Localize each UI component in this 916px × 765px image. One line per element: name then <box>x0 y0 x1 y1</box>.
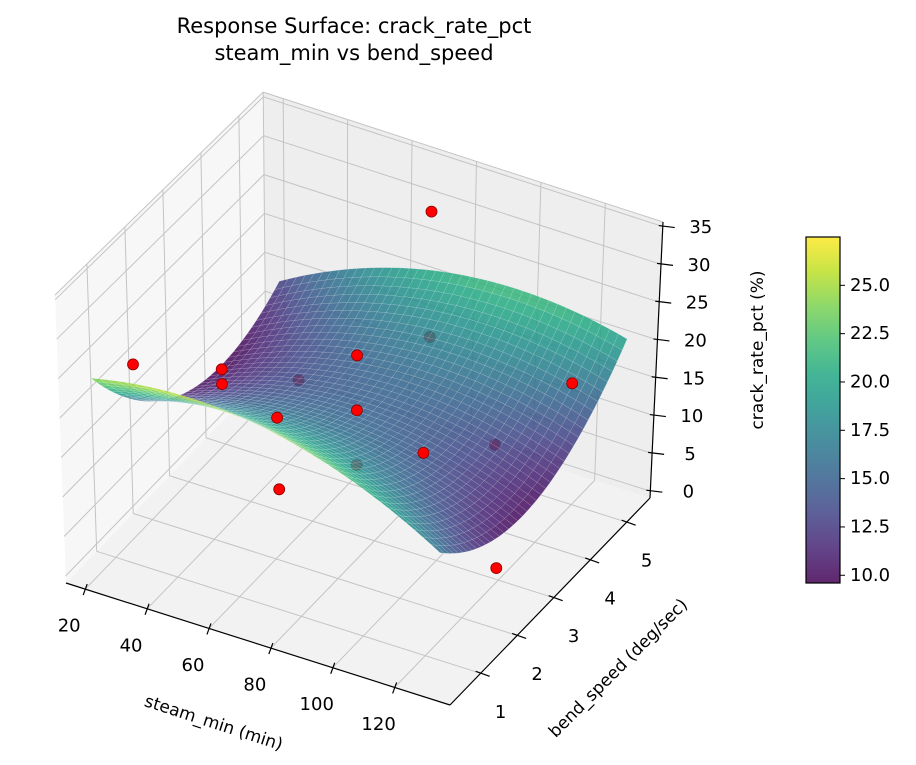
surface-patch <box>536 475 551 489</box>
surface-patch <box>541 469 556 483</box>
x-tick <box>82 583 88 596</box>
data-point <box>350 404 363 417</box>
z-tick-label: 35 <box>689 217 712 238</box>
surface-patch <box>598 366 613 383</box>
surface-patch <box>584 395 599 412</box>
z-tick <box>656 262 674 266</box>
z-tick-label: 0 <box>683 482 694 503</box>
surface-patch <box>579 405 594 421</box>
x-tick <box>206 623 212 635</box>
colorbar-tick-label: 22.5 <box>850 323 890 344</box>
y-axis-label: bend_speed (deg/sec) <box>545 595 692 742</box>
axis-lines <box>65 221 675 706</box>
colorbar: 10.0 12.5 15.0 17.5 20.0 22.5 25.0 <box>805 236 890 586</box>
x-axis-line <box>65 582 451 706</box>
y-gridline <box>162 189 554 599</box>
colorbar-tick-label: 12.5 <box>850 516 890 537</box>
surface-patch <box>593 376 608 393</box>
data-point <box>351 349 364 362</box>
data-point <box>271 411 284 424</box>
surface-patch <box>467 539 482 549</box>
data-point <box>273 483 286 496</box>
data-point <box>216 378 228 391</box>
surface-patch <box>569 422 584 438</box>
y-gridline <box>86 263 481 674</box>
tick-labels: 20 40 60 80 100 120 1 2 3 4 5 0 5 10 15 20 25 30 35 <box>58 217 713 735</box>
surface-patch <box>522 493 537 507</box>
z-tick <box>655 300 672 304</box>
chart-subtitle: steam_min vs bend_speed <box>214 41 493 66</box>
left-pane <box>55 92 266 583</box>
z-axis-label: crack_rate_pct (%) <box>748 270 768 429</box>
z-tick-label: 15 <box>682 368 705 389</box>
y-tick-label: 1 <box>495 702 506 723</box>
colorbar-tick-label: 25.0 <box>850 275 890 296</box>
y-tick-label: 4 <box>604 588 615 609</box>
z-tick <box>649 413 666 418</box>
y-axis-line <box>449 497 651 706</box>
y-tick-label: 3 <box>568 626 579 647</box>
z-tick <box>646 489 663 493</box>
z-axis-line <box>649 221 664 499</box>
surface-patch <box>564 431 579 446</box>
surface-and-points <box>90 205 628 574</box>
z-tick-label: 30 <box>688 255 711 276</box>
x-tick <box>268 642 274 655</box>
x-tick <box>392 682 398 694</box>
x-tick-label: 120 <box>361 714 395 735</box>
z-tick <box>658 224 675 229</box>
colorbar-tick-label: 10.0 <box>850 565 890 586</box>
z-tick-label: 25 <box>686 293 709 314</box>
colorbar-tick-label: 20.0 <box>850 371 890 392</box>
surface-patch <box>504 513 519 526</box>
x-tick-label: 40 <box>120 635 143 656</box>
x-axis-label: steam_min (min) <box>142 691 285 755</box>
data-point <box>215 363 228 376</box>
y-tick <box>584 557 600 564</box>
surface-patch <box>527 488 542 501</box>
surface-patch <box>560 439 575 454</box>
x-tick <box>144 603 150 615</box>
data-point <box>425 205 438 218</box>
y-tick <box>621 519 636 526</box>
x-tick-label: 80 <box>243 675 266 696</box>
surface-patch <box>430 544 446 554</box>
surface-patch <box>513 504 528 517</box>
data-point <box>127 358 139 371</box>
colorbar-tick-label: 17.5 <box>850 420 890 441</box>
z-tick-label: 5 <box>684 444 695 465</box>
data-point <box>490 562 503 574</box>
y-tick <box>548 595 563 602</box>
z-tick-label: 20 <box>684 330 707 351</box>
surface-patch <box>608 344 623 362</box>
z-tick <box>651 376 668 380</box>
y-tick-label: 2 <box>531 664 542 685</box>
y-tick <box>475 670 490 677</box>
x-tick-label: 100 <box>300 694 334 715</box>
surface-patch <box>546 462 560 476</box>
z-tick-label: 10 <box>680 406 703 427</box>
surface-patch <box>518 499 532 512</box>
surface-patch <box>532 482 546 496</box>
surface-patch <box>508 509 523 522</box>
colorbar-tick-label: 15.0 <box>850 468 890 489</box>
z-tick <box>653 338 670 342</box>
x-tick-label: 20 <box>58 616 81 637</box>
x-tick-label: 60 <box>182 655 205 676</box>
x-tick <box>330 662 336 674</box>
y-tick-label: 5 <box>641 551 652 572</box>
surface-patch <box>588 386 603 402</box>
surface-patch <box>472 537 487 547</box>
y-tick <box>511 632 527 640</box>
chart-title: Response Surface: crack_rate_pct <box>177 14 532 39</box>
x-gridline <box>394 203 606 688</box>
data-point <box>566 377 579 390</box>
data-point <box>417 446 430 459</box>
surface-patch <box>550 454 565 469</box>
colorbar-gradient <box>805 236 841 584</box>
y-gridline <box>124 226 518 636</box>
z-tick <box>648 451 665 455</box>
